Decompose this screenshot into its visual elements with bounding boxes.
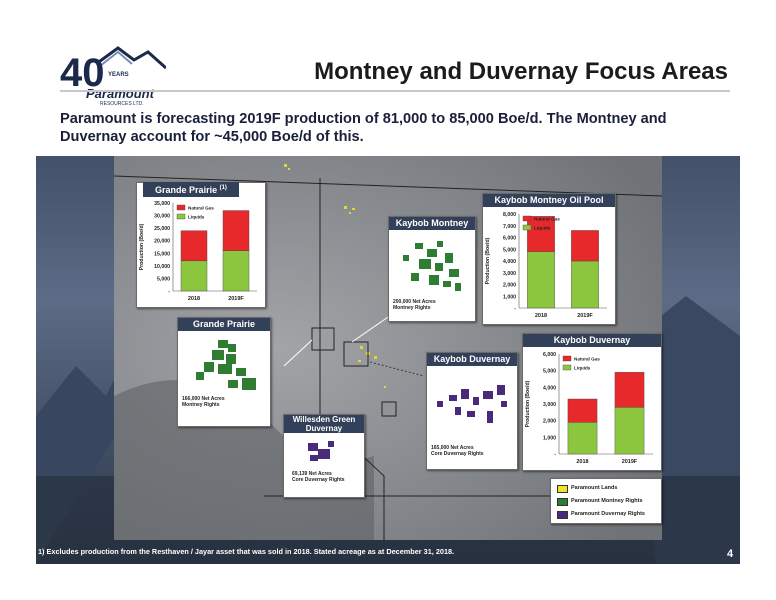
y-tick-label: 2,000 — [503, 283, 516, 289]
kaybob-montney-map-panel: Kaybob Montney 200,000 Net Acres Montney… — [388, 216, 476, 322]
kaybob-montney-map-caption: 200,000 Net Acres Montney Rights — [393, 299, 436, 311]
logo-years: YEARS — [108, 72, 129, 78]
y-tick-label: 15,000 — [154, 251, 170, 257]
bar-natural-gas-2019F — [614, 372, 645, 408]
y-tick-label: 6,000 — [503, 236, 516, 242]
chart-legend-swatch — [522, 215, 532, 222]
kaybob-montney-oil-chart: 8,000 7,000 6,000 5,000 4,000 3,000 2,000 1,000… — [485, 212, 607, 319]
chart-legend-swatch — [176, 204, 186, 211]
chart-legend-label: Liquids — [534, 226, 551, 231]
logo-name: Paramount — [86, 86, 155, 101]
legend-label-montney-rights: Paramount Montney Rights — [571, 498, 643, 504]
chart-legend-label: Natural Gas — [574, 357, 600, 362]
x-tick-label: 2018 — [576, 459, 588, 465]
chart-legend-swatch — [562, 355, 572, 362]
kaybob-duvernay-map-title: Kaybob Duvernay — [427, 353, 517, 366]
y-tick-label: 1,000 — [503, 294, 516, 300]
y-tick-label: 3,000 — [543, 402, 556, 408]
kaybob-montney-oil-title: Kaybob Montney Oil Pool — [483, 194, 615, 207]
chart-legend-label: Liquids — [574, 366, 591, 371]
chart-legend-label: Liquids — [188, 215, 205, 220]
grande-prairie-map-title: Grande Prairie — [178, 318, 270, 331]
x-tick-label: 2019F — [577, 313, 593, 319]
y-tick-label: 5,000 — [503, 247, 516, 253]
kaybob-montney-map-title: Kaybob Montney — [389, 217, 475, 230]
y-tick-label: 7,000 — [503, 224, 516, 230]
kaybob-duvernay-chart: 6,000 5,000 4,000 3,000 2,000 1,000 - Productio… — [525, 352, 653, 465]
logo-forty: 40 — [60, 51, 105, 95]
grande-prairie-acreage — [196, 340, 256, 390]
willesden-green-caption: 69,139 Net Acres Core Duvernay Rights — [292, 471, 345, 483]
kaybob-duvernay-acreage — [437, 385, 507, 423]
y-tick-label: - — [554, 452, 556, 458]
bar-natural-gas-2018 — [527, 216, 555, 252]
legend-swatch-paramount-lands — [557, 485, 568, 493]
kaybob-duvernay-map-panel: Kaybob Duvernay 165,000 Net Acres Core D… — [426, 352, 518, 470]
kaybob-montney-acreage — [403, 241, 461, 291]
y-tick-label: 35,000 — [154, 201, 170, 207]
bar-liquids-2018 — [567, 422, 598, 455]
legend-swatch-duvernay-rights — [557, 511, 568, 519]
title-divider — [60, 90, 730, 92]
y-tick-label: 8,000 — [503, 212, 516, 218]
y-tick-label: - — [168, 289, 170, 295]
kaybob-duvernay-chart-panel: Kaybob Duvernay 6,000 5,000 4,000 3,000 2,00… — [522, 333, 662, 471]
y-tick-label: 4,000 — [543, 385, 556, 391]
kaybob-montney-oil-chart-panel: Kaybob Montney Oil Pool 8,000 7,000 6,000 5… — [482, 193, 616, 325]
grande-prairie-chart-title: Grande Prairie (1) — [143, 182, 239, 197]
y-tick-label: 4,000 — [503, 259, 516, 265]
chart-legend-label: Natural Gas — [188, 206, 214, 211]
y-axis-label: Production (Boe/d) — [139, 223, 145, 270]
y-axis-label: Production (Boe/d) — [525, 380, 531, 427]
willesden-green-acreage — [308, 441, 334, 461]
bar-natural-gas-2018 — [567, 398, 598, 423]
kaybob-duvernay-chart-title: Kaybob Duvernay — [523, 334, 661, 347]
y-tick-label: 3,000 — [503, 271, 516, 277]
page-title: Montney and Duvernay Focus Areas — [314, 58, 728, 85]
y-tick-label: 5,000 — [543, 369, 556, 375]
x-tick-label: 2019F — [228, 296, 244, 302]
grande-prairie-chart: 35,000 30,000 25,000 20,000 15,000 10,000 5,00… — [139, 201, 257, 302]
x-tick-label: 2018 — [535, 313, 547, 319]
legend-label-paramount-lands: Paramount Lands — [571, 485, 618, 491]
kaybob-duvernay-map-caption: 165,000 Net Acres Core Duvernay Rights — [431, 445, 484, 457]
y-axis-label: Production (Boe/d) — [485, 237, 491, 284]
bar-liquids-2019F — [614, 407, 645, 455]
y-tick-label: 6,000 — [543, 352, 556, 358]
y-tick-label: 5,000 — [157, 276, 170, 282]
bar-liquids-2018 — [527, 251, 555, 309]
logo-sub: RESOURCES LTD. — [100, 101, 144, 107]
bar-natural-gas-2018 — [180, 230, 208, 262]
chart-legend-swatch — [176, 213, 186, 220]
bar-liquids-2019F — [571, 260, 599, 309]
grande-prairie-map-panel: Grande Prairie 166,000 Net Acres Montney… — [177, 317, 271, 427]
y-tick-label: 25,000 — [154, 226, 170, 232]
bar-natural-gas-2019F — [571, 230, 599, 262]
willesden-green-title: Willesden Green Duvernay — [284, 415, 364, 433]
bar-natural-gas-2019F — [222, 210, 250, 251]
y-tick-label: 1,000 — [543, 435, 556, 441]
y-tick-label: 10,000 — [154, 264, 170, 270]
willesden-green-panel: Willesden Green Duvernay 69,139 Net Acre… — [283, 414, 365, 498]
chart-legend-label: Natural Gas — [534, 217, 560, 222]
grande-prairie-chart-panel: Grande Prairie (1) 35,000 30,000 25,000 20,… — [136, 182, 266, 308]
y-tick-label: 30,000 — [154, 214, 170, 220]
y-tick-label: - — [514, 306, 516, 312]
paramount-logo: 40 YEARS Paramount RESOURCES LTD. — [60, 46, 166, 107]
x-tick-label: 2019F — [622, 459, 638, 465]
legend-label-duvernay-rights: Paramount Duvernay Rights — [571, 511, 645, 517]
map-legend: Paramount Lands Paramount Montney Rights… — [550, 478, 662, 524]
chart-legend-swatch — [562, 364, 572, 371]
chart-legend-swatch — [522, 224, 532, 231]
y-tick-label: 2,000 — [543, 419, 556, 425]
x-tick-label: 2018 — [188, 296, 200, 302]
bar-liquids-2019F — [222, 250, 250, 292]
page-subtitle: Paramount is forecasting 2019F productio… — [60, 111, 667, 145]
legend-swatch-montney-rights — [557, 498, 568, 506]
page-number: 4 — [727, 548, 734, 560]
y-tick-label: 20,000 — [154, 239, 170, 245]
footnote: 1) Excludes production from the Resthave… — [38, 547, 455, 556]
grande-prairie-map-caption: 166,000 Net Acres Montney Rights — [182, 396, 225, 408]
bar-liquids-2018 — [180, 260, 208, 292]
